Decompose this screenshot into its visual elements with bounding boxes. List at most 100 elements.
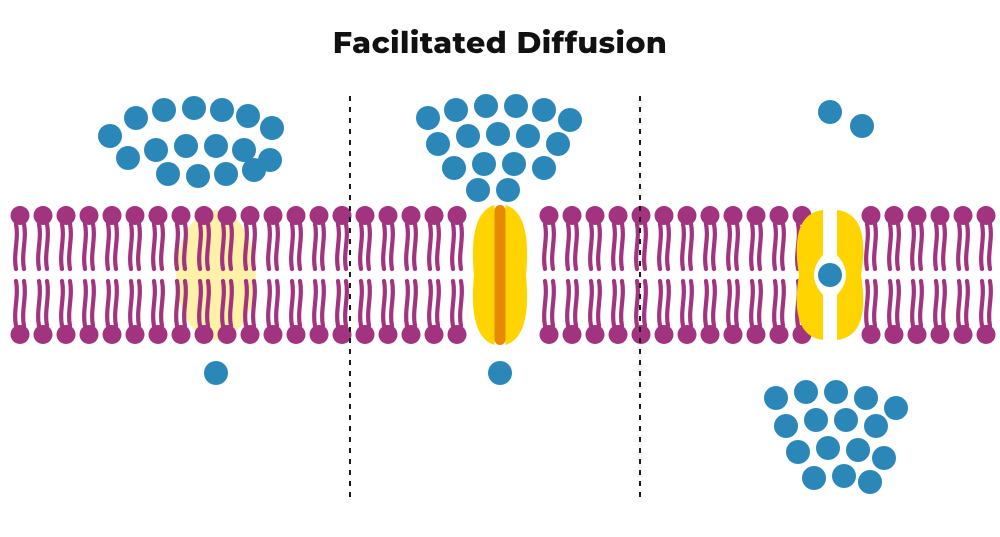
phospholipid-head (862, 206, 881, 225)
molecule (502, 152, 526, 176)
phospholipid-tail (598, 224, 600, 269)
phospholipid-tail (659, 281, 661, 326)
molecule (818, 100, 842, 124)
phospholipid-tail (897, 281, 899, 326)
phospholipid-tail (322, 224, 324, 269)
phospholipid-head (724, 325, 743, 344)
phospholipid-tail (621, 224, 623, 269)
phospholipid-head (80, 325, 99, 344)
phospholipid-head (103, 206, 122, 225)
phospholipid-head (448, 325, 467, 344)
phospholipid-head (724, 206, 743, 225)
phospholipid-head (425, 325, 444, 344)
phospholipid-tail (199, 224, 201, 269)
phospholipid-head (57, 325, 76, 344)
molecule (846, 438, 870, 462)
phospholipid-head (862, 325, 881, 344)
phospholipid-tail (230, 224, 232, 269)
phospholipid-tail (935, 281, 937, 326)
molecule (466, 178, 490, 202)
phospholipid-tail (958, 224, 960, 269)
phospholipid-tail (958, 281, 960, 326)
phospholipid-tail (84, 281, 86, 326)
phospholipid-tail (866, 224, 868, 269)
phospholipid-tail (736, 281, 738, 326)
molecule (186, 164, 210, 188)
phospholipid-tail (460, 281, 462, 326)
phospholipid-tail (23, 224, 25, 269)
molecule (496, 178, 520, 202)
phospholipid-head (563, 325, 582, 344)
phospholipid-tail (268, 224, 270, 269)
phospholipid-tail (437, 281, 439, 326)
phospholipid-head (540, 325, 559, 344)
phospholipid-tail (736, 224, 738, 269)
phospholipid-tail (299, 281, 301, 326)
phospholipid-tail (981, 281, 983, 326)
molecule (210, 98, 234, 122)
phospholipid-tail (751, 224, 753, 269)
phospholipid-tail (989, 281, 991, 326)
phospholipid-tail (575, 281, 577, 326)
phospholipid-tail (337, 281, 339, 326)
molecule (816, 436, 840, 460)
phospholipid-tail (92, 224, 94, 269)
molecule (416, 106, 440, 130)
phospholipid-tail (429, 224, 431, 269)
phospholipid-tail (222, 281, 224, 326)
molecule (764, 386, 788, 410)
phospholipid-tail (153, 224, 155, 269)
phospholipid-head (931, 325, 950, 344)
phospholipid-tail (912, 224, 914, 269)
phospholipid-head (885, 206, 904, 225)
phospholipid-tail (644, 224, 646, 269)
phospholipid-tail (46, 281, 48, 326)
phospholipid-tail (667, 224, 669, 269)
phospholipid-head (609, 325, 628, 344)
phospholipid-head (678, 206, 697, 225)
phospholipid-tail (644, 281, 646, 326)
phospholipid-tail (460, 224, 462, 269)
phospholipid-tail (115, 281, 117, 326)
phospholipid-tail (23, 281, 25, 326)
phospholipid-tail (567, 281, 569, 326)
molecule (786, 440, 810, 464)
molecule (558, 108, 582, 132)
phospholipid-tail (782, 281, 784, 326)
phospholipid-tail (268, 281, 270, 326)
phospholipid-tail (889, 281, 891, 326)
molecule (824, 380, 848, 404)
phospholipid-tail (943, 224, 945, 269)
channel-protein-pore (495, 205, 506, 345)
molecule (864, 414, 888, 438)
phospholipid-head (908, 325, 927, 344)
phospholipid-tail (253, 281, 255, 326)
phospholipid-head (34, 325, 53, 344)
phospholipid-tail (682, 224, 684, 269)
phospholipid-tail (866, 281, 868, 326)
phospholipid-tail (291, 281, 293, 326)
phospholipid-tail (230, 281, 232, 326)
phospholipid-tail (713, 281, 715, 326)
phospholipid-tail (207, 224, 209, 269)
phospholipid-tail (368, 281, 370, 326)
phospholipid-tail (345, 224, 347, 269)
phospholipid-tail (989, 224, 991, 269)
phospholipid-head (977, 206, 996, 225)
molecule (802, 466, 826, 490)
phospholipid-tail (759, 224, 761, 269)
molecule (204, 134, 228, 158)
phospholipid-tail (337, 224, 339, 269)
phospholipid-head (379, 206, 398, 225)
phospholipid-head (287, 206, 306, 225)
phospholipid-head (747, 206, 766, 225)
molecule (504, 94, 528, 118)
phospholipid-tail (61, 224, 63, 269)
phospholipid-tail (981, 224, 983, 269)
phospholipid-tail (130, 224, 132, 269)
phospholipid-tail (69, 281, 71, 326)
phospholipid-head (149, 206, 168, 225)
phospholipid-head (333, 325, 352, 344)
phospholipid-tail (590, 281, 592, 326)
phospholipid-head (563, 206, 582, 225)
